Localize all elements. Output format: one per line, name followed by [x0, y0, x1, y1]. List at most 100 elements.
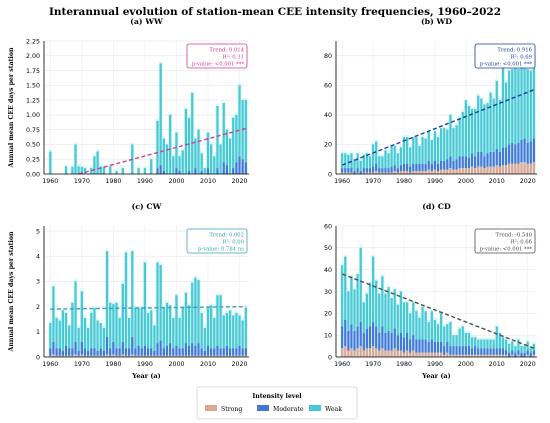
bar-moderate: [508, 144, 511, 164]
bar-weak: [150, 310, 153, 349]
x-tick-label: 2000: [168, 178, 184, 185]
bar-weak: [477, 95, 480, 152]
bar-strong: [175, 355, 178, 357]
bar-weak: [514, 67, 517, 145]
bar-weak: [483, 104, 486, 157]
bar-strong: [446, 169, 449, 174]
bar-weak: [344, 153, 347, 169]
bar-weak: [203, 328, 206, 351]
bar-weak: [508, 70, 511, 145]
bar-weak: [511, 69, 514, 143]
bar-moderate: [96, 350, 99, 356]
bar-weak: [213, 156, 216, 174]
bar-strong: [58, 355, 61, 357]
bar-strong: [356, 348, 359, 357]
bar-moderate: [498, 348, 502, 355]
bar-moderate: [529, 141, 532, 164]
bar-weak: [228, 310, 232, 349]
bar-moderate: [244, 162, 247, 174]
bar-moderate: [449, 156, 452, 169]
bar-moderate: [232, 168, 235, 174]
bar-moderate: [172, 348, 175, 356]
bar-weak: [440, 313, 443, 342]
bar-weak: [387, 287, 390, 331]
bar-weak: [399, 147, 403, 166]
bar-moderate: [49, 348, 52, 356]
bar-strong: [452, 354, 455, 357]
bar-moderate: [353, 330, 356, 351]
legend-label-moderate: Moderate: [273, 406, 304, 413]
bar-strong: [362, 350, 365, 357]
bar-moderate: [489, 151, 492, 167]
x-tick-label: 2000: [168, 361, 184, 368]
bar-moderate: [514, 352, 517, 357]
bar-weak: [197, 129, 200, 174]
bar-moderate: [433, 341, 437, 353]
bar-weak: [210, 305, 213, 349]
bar-moderate: [121, 341, 124, 355]
bar-weak: [406, 137, 409, 164]
bar-weak: [216, 295, 219, 346]
bar-strong: [371, 346, 375, 357]
bar-weak: [219, 144, 222, 174]
bar-weak: [121, 283, 124, 342]
bar-weak: [169, 114, 172, 174]
chart-panel-2: 0 20 40 60 80 1960 1970 1980 1990 2000 2010 2020 (b)…: [324, 17, 537, 185]
bar-strong: [406, 350, 409, 357]
bar-moderate: [235, 348, 238, 356]
bar-weak: [225, 129, 229, 166]
bar-strong: [396, 172, 399, 174]
bar-moderate: [412, 335, 415, 351]
bar-weak: [90, 168, 93, 174]
bar-weak: [418, 145, 421, 164]
bar-moderate: [436, 341, 440, 353]
bar-moderate: [424, 339, 427, 353]
bar-weak: [384, 150, 387, 169]
bar-moderate: [402, 337, 406, 353]
bar-moderate: [197, 343, 200, 356]
bar-weak: [421, 137, 424, 164]
bar-weak: [184, 108, 188, 174]
bar-strong: [381, 348, 384, 357]
bar-strong: [68, 355, 71, 357]
bar-weak: [172, 317, 175, 349]
y-tick-label: 1.25: [26, 97, 40, 104]
bar-strong: [375, 348, 378, 357]
bar-moderate: [384, 332, 387, 351]
bar-weak: [200, 153, 203, 172]
bar-moderate: [421, 163, 424, 172]
bar-moderate: [523, 138, 526, 163]
x-tick-label: 1970: [74, 178, 90, 185]
bar-moderate: [449, 346, 452, 355]
stats-box: [474, 43, 536, 69]
bar-moderate: [427, 341, 430, 353]
bar-strong: [412, 350, 415, 357]
bar-strong: [102, 355, 106, 357]
bar-strong: [508, 163, 511, 174]
bar-moderate: [162, 348, 165, 356]
stats-trend: Trend: 0.002: [209, 233, 244, 239]
bar-moderate: [353, 171, 356, 174]
bar-strong: [197, 355, 200, 357]
bar-weak: [64, 166, 68, 174]
bar-strong: [210, 355, 213, 357]
x-tick-label: 1960: [42, 178, 58, 185]
bar-moderate: [203, 350, 206, 356]
bar-strong: [489, 354, 492, 357]
bar-strong: [140, 355, 143, 357]
bar-moderate: [418, 163, 421, 172]
bar-strong: [464, 168, 467, 174]
bar-strong: [424, 352, 427, 357]
bar-strong: [244, 355, 247, 357]
bar-strong: [480, 354, 483, 357]
bar-strong: [341, 348, 344, 357]
bar-moderate: [387, 168, 390, 173]
bar-strong: [96, 355, 99, 357]
bar-weak: [399, 291, 403, 333]
bar-weak: [359, 160, 362, 172]
bar-moderate: [225, 165, 229, 174]
bar-weak: [169, 305, 172, 344]
stats-r2: R²: 0.66: [511, 240, 533, 246]
bar-weak: [470, 337, 474, 349]
bar-weak: [464, 100, 467, 157]
